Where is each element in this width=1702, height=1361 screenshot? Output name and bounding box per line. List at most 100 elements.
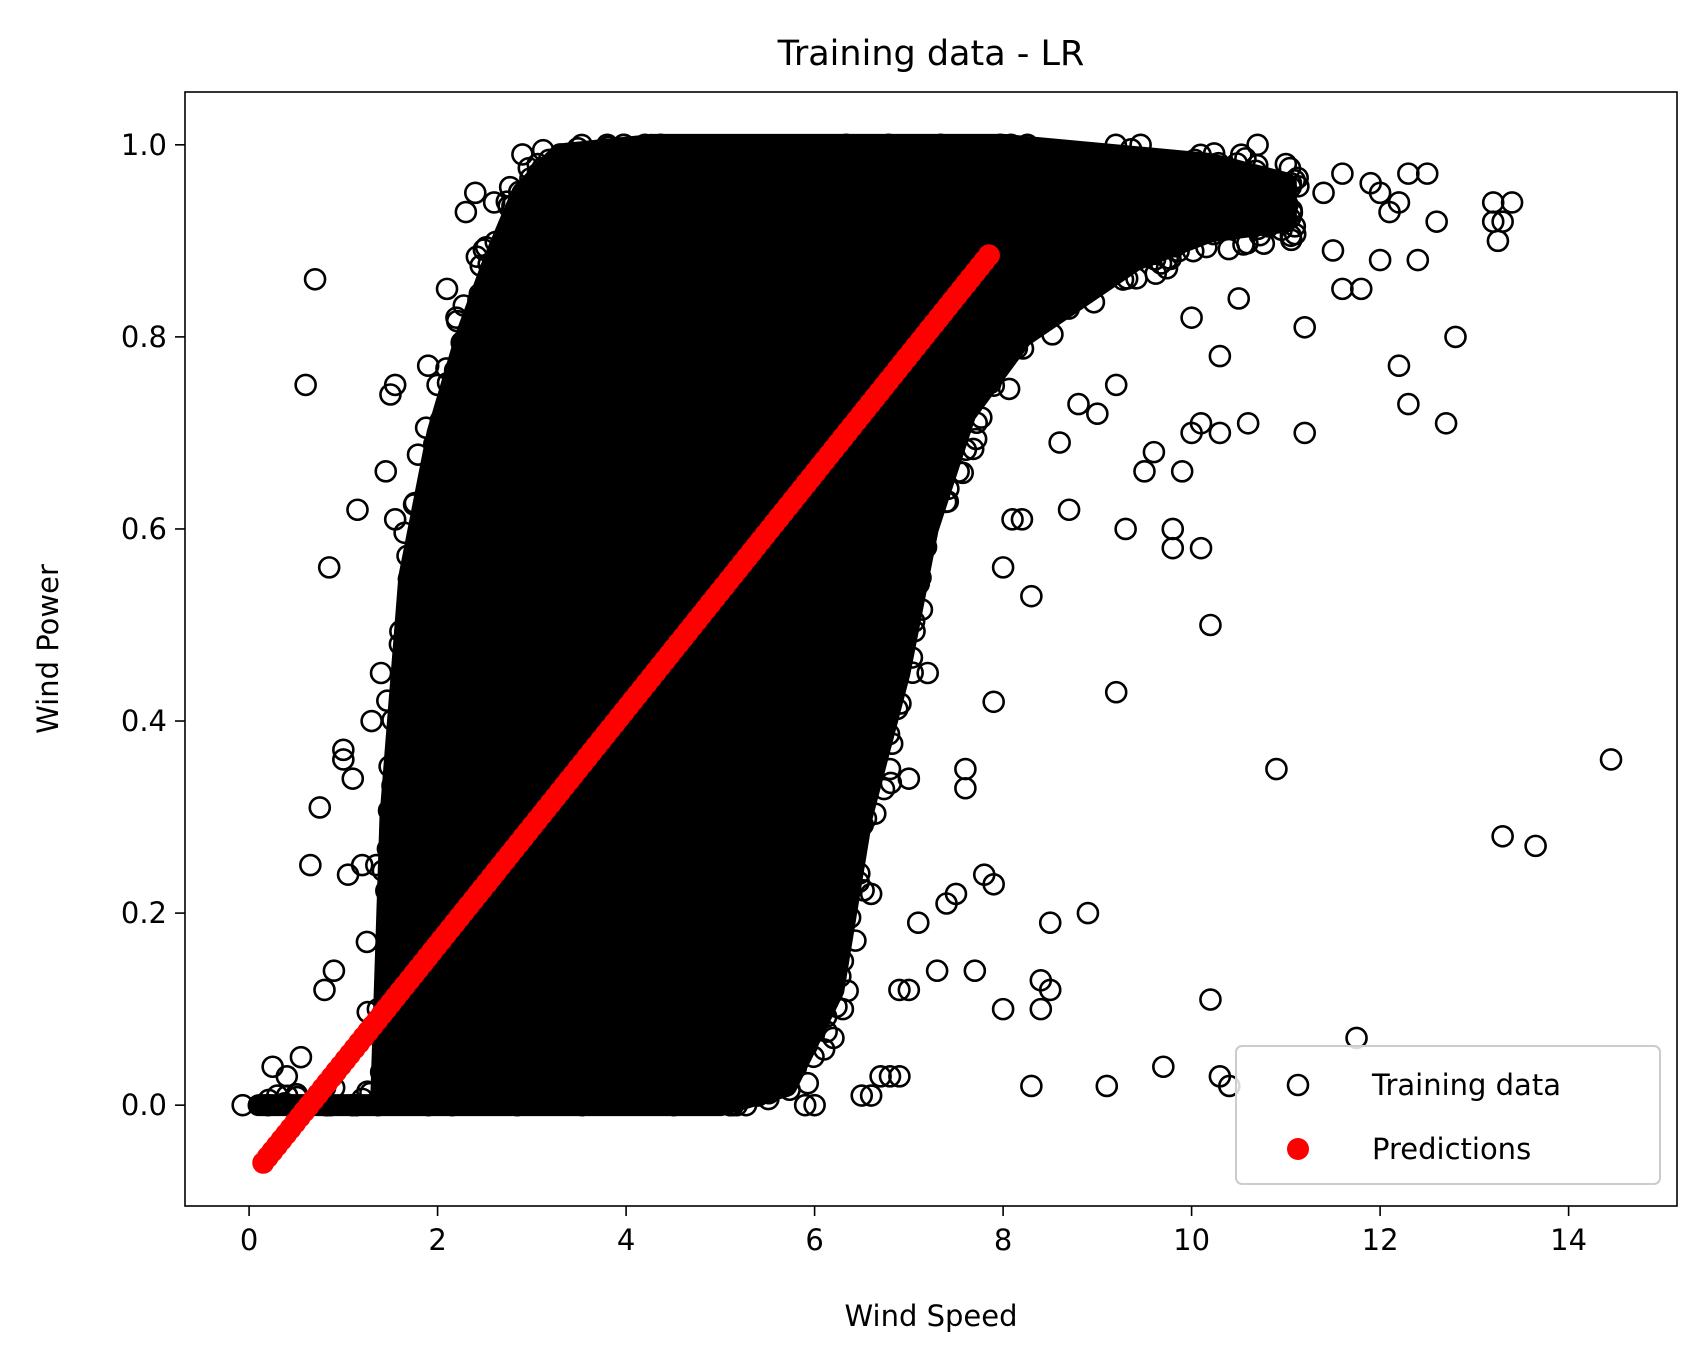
training-data-point <box>910 598 934 621</box>
training-data-point <box>885 697 909 721</box>
training-data-point <box>1041 323 1064 346</box>
training-data-point <box>1189 412 1213 435</box>
training-data-point <box>369 1060 393 1084</box>
training-data-point <box>798 1009 821 1032</box>
training-data-point <box>1599 748 1623 771</box>
training-data-point <box>1029 997 1053 1021</box>
training-data-point <box>1280 228 1303 252</box>
training-data-point <box>497 245 521 268</box>
training-data-point <box>1125 267 1148 290</box>
training-data-point <box>379 942 402 965</box>
training-data-point <box>1312 181 1335 205</box>
x-tick-label: 8 <box>994 1223 1012 1257</box>
training-data-point <box>317 556 341 579</box>
training-data-point <box>859 882 883 906</box>
training-data-point <box>1293 315 1317 339</box>
training-data-point <box>889 692 912 715</box>
training-data-point <box>365 853 388 877</box>
training-data-point <box>830 866 854 890</box>
training-data-point <box>1265 757 1288 781</box>
y-tick-label: 0.4 <box>121 704 167 738</box>
training-data-point <box>468 282 492 306</box>
training-data-point <box>417 1093 440 1117</box>
training-data-point <box>1397 392 1420 416</box>
training-data-point <box>397 715 420 738</box>
training-data-point <box>650 1081 674 1105</box>
training-data-point <box>859 1084 883 1107</box>
training-data-point <box>396 544 419 568</box>
training-data-point <box>1217 237 1241 261</box>
training-data-point <box>398 613 421 637</box>
training-data-point <box>1075 153 1099 176</box>
prediction-points <box>252 244 1000 1174</box>
training-data-point <box>906 911 930 934</box>
training-data-point <box>427 454 450 478</box>
training-data-point <box>1129 133 1152 157</box>
training-data-point <box>377 799 401 822</box>
training-data-point <box>1283 222 1307 246</box>
training-data-point <box>1193 220 1217 244</box>
training-data-point <box>429 409 453 432</box>
training-data-point <box>1142 440 1166 464</box>
training-data-point <box>982 690 1005 714</box>
x-axis-ticks: 0 2 4 6 8 10 12 14 <box>240 1206 1587 1257</box>
training-data-point <box>639 133 663 157</box>
training-data-point <box>390 742 414 766</box>
training-data-point <box>1208 344 1232 368</box>
training-data-point <box>231 1093 254 1117</box>
training-data-point <box>364 1092 387 1115</box>
training-data-point <box>932 453 956 476</box>
plot-content <box>231 133 1623 1174</box>
training-data-point <box>807 1009 831 1033</box>
training-data-point <box>848 862 871 885</box>
training-data-point <box>420 529 444 553</box>
training-data-point <box>850 1084 874 1107</box>
training-data-point <box>422 432 446 456</box>
y-axis-ticks: 0.0 0.2 0.4 0.6 0.8 1.0 <box>121 128 185 1122</box>
training-data-point <box>332 738 355 762</box>
training-data-point <box>1202 222 1225 246</box>
training-data-point <box>360 709 383 733</box>
training-data-point <box>1491 824 1514 848</box>
y-tick-label: 0.0 <box>121 1088 167 1122</box>
training-data-point <box>1099 145 1123 169</box>
training-data-point <box>1195 217 1219 241</box>
training-data-point <box>703 146 727 169</box>
training-data-point <box>629 149 652 173</box>
training-data-point <box>440 1093 464 1117</box>
training-data-point <box>1256 215 1280 238</box>
training-data-point <box>897 978 921 1002</box>
training-data-point <box>371 859 395 882</box>
training-data-point <box>834 133 858 157</box>
training-data-point <box>521 178 545 202</box>
training-data-point <box>901 661 924 685</box>
training-data-point <box>803 1093 826 1117</box>
training-data-point <box>595 133 619 157</box>
training-data-point <box>1229 143 1253 166</box>
training-data-point <box>727 1074 751 1098</box>
training-data-point <box>963 959 987 983</box>
training-data-point <box>1033 140 1057 163</box>
x-tick-label: 14 <box>1550 1223 1587 1257</box>
training-data-point <box>954 757 977 781</box>
training-data-point <box>633 133 657 157</box>
training-data-point <box>832 825 855 848</box>
training-data-point <box>402 659 425 683</box>
chart-title: Training data - LR <box>777 34 1085 74</box>
training-data-point <box>1280 198 1303 222</box>
training-data-point <box>1115 267 1139 290</box>
training-data-point <box>383 373 407 397</box>
training-data-point <box>1252 232 1276 255</box>
training-data-point <box>761 150 785 173</box>
training-data-point <box>1415 162 1439 185</box>
training-data-point <box>900 646 924 669</box>
training-data-point <box>1046 156 1070 179</box>
training-data-point <box>965 411 988 435</box>
training-data-point <box>275 1065 299 1088</box>
training-data-point <box>1082 290 1106 314</box>
training-data-point <box>530 1079 554 1103</box>
training-data-point <box>388 632 412 656</box>
training-data-point <box>1368 248 1392 272</box>
training-data-point <box>1038 978 1062 1002</box>
